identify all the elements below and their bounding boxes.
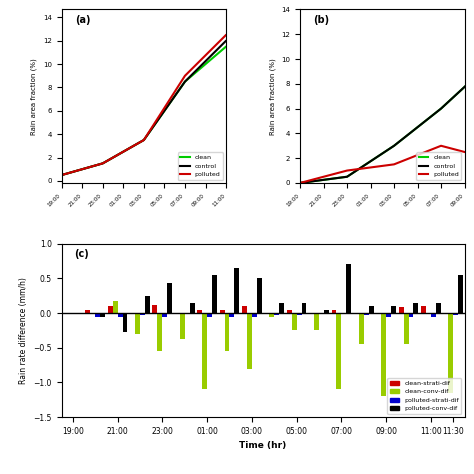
Bar: [381, 313, 386, 396]
Bar: [453, 313, 458, 315]
Bar: [341, 313, 346, 314]
Bar: [297, 313, 301, 315]
Bar: [359, 313, 364, 344]
Bar: [242, 306, 247, 313]
Bar: [404, 313, 409, 344]
Bar: [448, 313, 453, 393]
Bar: [269, 313, 274, 317]
Bar: [212, 275, 217, 313]
Bar: [292, 313, 297, 330]
Bar: [364, 313, 369, 315]
Bar: [140, 313, 145, 315]
Bar: [331, 310, 337, 313]
Bar: [145, 296, 150, 313]
Bar: [229, 313, 235, 317]
Bar: [135, 313, 140, 334]
Bar: [279, 302, 284, 313]
Bar: [337, 313, 341, 389]
Bar: [274, 313, 279, 315]
Bar: [458, 275, 463, 313]
Bar: [421, 306, 426, 313]
Bar: [185, 313, 190, 314]
Y-axis label: Rain area fraction (%): Rain area fraction (%): [31, 58, 37, 135]
Bar: [157, 313, 162, 351]
Bar: [85, 310, 90, 313]
Legend: clean, control, polluted: clean, control, polluted: [416, 153, 461, 180]
Bar: [399, 308, 404, 313]
Bar: [264, 313, 269, 314]
Bar: [369, 306, 374, 313]
X-axis label: Time (hr): Time (hr): [239, 441, 287, 450]
Bar: [324, 310, 329, 313]
Bar: [319, 313, 324, 314]
Bar: [207, 313, 212, 317]
Text: (a): (a): [75, 15, 90, 25]
Bar: [314, 313, 319, 330]
Bar: [235, 268, 239, 313]
Bar: [391, 306, 396, 313]
Bar: [409, 313, 413, 317]
Bar: [118, 313, 122, 317]
Legend: clean-strati-dif, clean-conv-dif, polluted-strati-dif, polluted-conv-dif: clean-strati-dif, clean-conv-dif, pollut…: [387, 378, 461, 414]
Bar: [122, 313, 128, 332]
Bar: [153, 305, 157, 313]
Bar: [167, 283, 172, 313]
Y-axis label: Rain area fraction (%): Rain area fraction (%): [269, 58, 276, 135]
Bar: [113, 301, 118, 313]
Text: (c): (c): [74, 249, 89, 259]
Bar: [252, 313, 257, 317]
Bar: [413, 302, 419, 313]
Bar: [225, 313, 229, 351]
Bar: [436, 302, 441, 313]
Bar: [162, 313, 167, 317]
Bar: [100, 313, 105, 317]
Bar: [108, 306, 113, 313]
Bar: [431, 313, 436, 317]
Bar: [202, 313, 207, 389]
Bar: [219, 310, 225, 313]
Bar: [287, 310, 292, 313]
Bar: [95, 313, 100, 317]
Bar: [175, 313, 180, 314]
Legend: clean, control, polluted: clean, control, polluted: [178, 153, 223, 180]
Bar: [301, 302, 307, 313]
Bar: [386, 313, 391, 317]
Y-axis label: Rain rate difference (mm/h): Rain rate difference (mm/h): [19, 277, 28, 384]
Bar: [180, 313, 185, 339]
Bar: [247, 313, 252, 369]
Bar: [190, 302, 194, 313]
Text: (b): (b): [313, 15, 329, 25]
Bar: [197, 310, 202, 313]
Bar: [257, 278, 262, 313]
Bar: [354, 313, 359, 314]
Bar: [346, 264, 351, 313]
